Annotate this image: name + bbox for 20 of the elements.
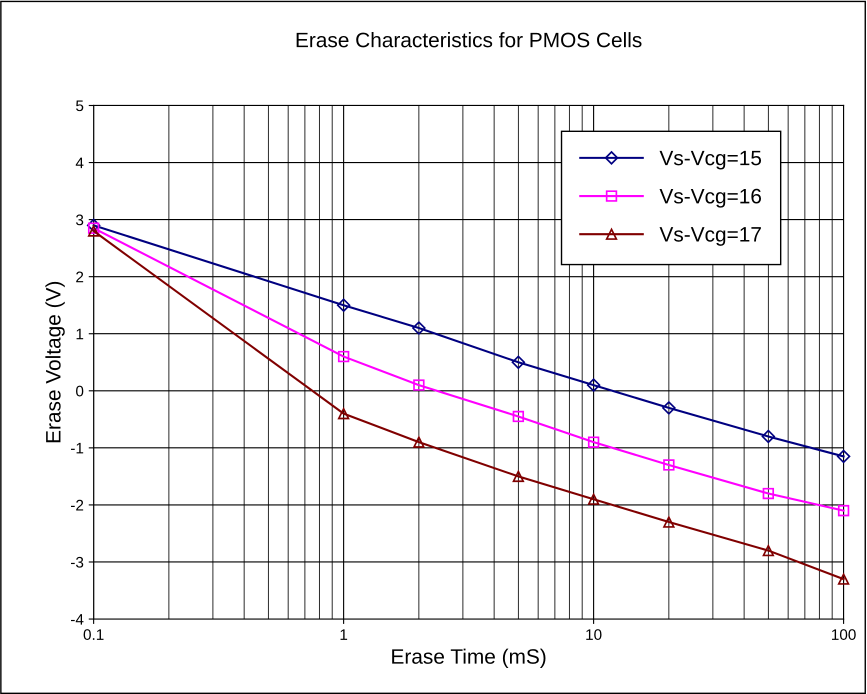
y-tick-label: 3 <box>76 214 84 226</box>
legend-label: Vs-Vcg=15 <box>660 150 762 170</box>
y-tick-label: -1 <box>71 442 84 454</box>
y-tick-label: -4 <box>71 614 84 625</box>
y-tick-label: 1 <box>76 328 84 340</box>
x-tick-label: 100 <box>832 629 856 640</box>
legend-label: Vs-Vcg=17 <box>660 227 761 246</box>
y-tick-label: 2 <box>76 272 84 282</box>
y-axis-title: Erase Voltage (V) <box>45 282 65 442</box>
y-tick-label: 4 <box>76 158 84 168</box>
y-tick-label: -3 <box>71 556 84 568</box>
x-axis-title: Erase Time (mS) <box>392 648 546 668</box>
x-tick-label: 1 <box>340 629 348 640</box>
legend-label: Vs-Vcg=16 <box>660 188 762 208</box>
x-tick-label: 10 <box>586 629 602 640</box>
x-tick-label: 0.1 <box>84 629 104 640</box>
chart-title: Erase Characteristics for PMOS Cells <box>296 32 642 48</box>
y-tick-label: 0 <box>76 386 84 396</box>
y-tick-label: -2 <box>71 500 84 510</box>
y-tick-label: 5 <box>76 100 84 112</box>
